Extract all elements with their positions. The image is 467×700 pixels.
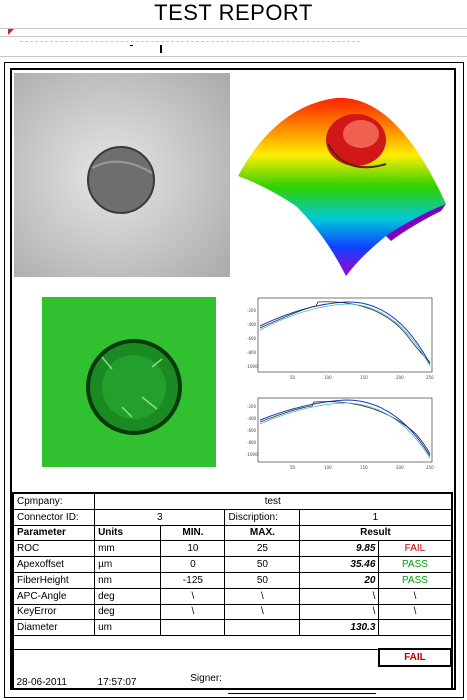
overall-row: FAIL bbox=[13, 648, 453, 667]
fiber-endface-image bbox=[42, 297, 216, 467]
y-tick-label: -400 bbox=[247, 416, 257, 421]
table-row: Apexoffset µm 0 50 35.46 PASS bbox=[12, 556, 452, 573]
sheet-gridline bbox=[0, 36, 467, 37]
x-tick-label: 100 bbox=[324, 375, 332, 380]
top-y-ticks: -200 -400 -600 -800 -1000 bbox=[246, 308, 258, 369]
cell-cursor-mark bbox=[160, 45, 162, 53]
x-tick-label: 50 bbox=[290, 375, 296, 380]
y-tick-label: -600 bbox=[247, 336, 257, 341]
cell-cursor-mark bbox=[130, 45, 133, 46]
result-value-cell: 130.3 bbox=[299, 619, 380, 637]
units-cell: um bbox=[94, 619, 162, 637]
x-tick-label: 100 bbox=[324, 465, 332, 470]
surface-3d-plot bbox=[238, 97, 446, 276]
x-tick-label: 150 bbox=[360, 375, 368, 380]
report-outer-frame bbox=[4, 62, 464, 698]
y-tick-label: -200 bbox=[247, 404, 257, 409]
table-row: Diameter um 130.3 bbox=[12, 619, 452, 637]
units-cell: nm bbox=[94, 571, 162, 589]
comment-marker-icon bbox=[8, 29, 14, 35]
x-tick-label: 200 bbox=[396, 465, 404, 470]
report-time: 17:57:07 bbox=[97, 677, 137, 689]
header-row: Parameter Units MIN. MAX. Result bbox=[12, 524, 452, 542]
y-tick-label: -200 bbox=[247, 308, 257, 313]
footer-row: 28-06-2011 17:57:07 Signer: bbox=[14, 666, 452, 700]
result-status-cell bbox=[378, 619, 452, 637]
x-tick-label: 150 bbox=[360, 465, 368, 470]
x-tick-label: 250 bbox=[426, 375, 434, 380]
table-row: APC-Angle deg \ \ \ \ bbox=[12, 587, 452, 605]
top-x-ticks: 50 100 150 200 250 bbox=[290, 375, 434, 380]
signature-underline bbox=[227, 692, 376, 694]
profile-plot-bottom: -200 -400 -600 -800 -1000 50 100 150 200… bbox=[246, 397, 434, 470]
sheet-gridline bbox=[20, 41, 360, 43]
min-cell bbox=[160, 619, 226, 637]
sheet-gridline bbox=[0, 56, 467, 57]
x-tick-label: 50 bbox=[290, 465, 296, 470]
x-tick-label: 200 bbox=[396, 375, 404, 380]
y-tick-label: -800 bbox=[247, 440, 257, 445]
connector-row: Connector ID: 3 Discription: 1 bbox=[12, 508, 452, 526]
profile-plot-top: -200 -400 -600 -800 -1000 50 100 150 200… bbox=[246, 297, 434, 380]
y-tick-label: -600 bbox=[247, 428, 257, 433]
overall-result: FAIL bbox=[377, 648, 453, 667]
interferogram-image bbox=[14, 73, 230, 277]
table-row: FiberHeight nm -125 50 20 PASS bbox=[12, 571, 452, 589]
y-tick-label: -800 bbox=[247, 350, 257, 355]
table-row: ROC mm 10 25 9.85 FAIL bbox=[12, 540, 452, 558]
bottom-y-ticks: -200 -400 -600 -800 -1000 bbox=[246, 404, 258, 457]
x-tick-label: 250 bbox=[426, 465, 434, 470]
report-date: 28-06-2011 bbox=[16, 677, 67, 689]
y-tick-label: -1000 bbox=[246, 452, 258, 457]
signer-label: Signer: bbox=[190, 672, 222, 684]
table-frame bbox=[12, 492, 453, 690]
y-tick-label: -400 bbox=[247, 322, 257, 327]
signature-line bbox=[225, 666, 379, 700]
bottom-x-ticks: 50 100 150 200 250 bbox=[290, 465, 434, 470]
y-tick-label: -1000 bbox=[246, 364, 258, 369]
report-title: TEST REPORT bbox=[154, 0, 313, 25]
sheet-gridline bbox=[0, 28, 467, 29]
